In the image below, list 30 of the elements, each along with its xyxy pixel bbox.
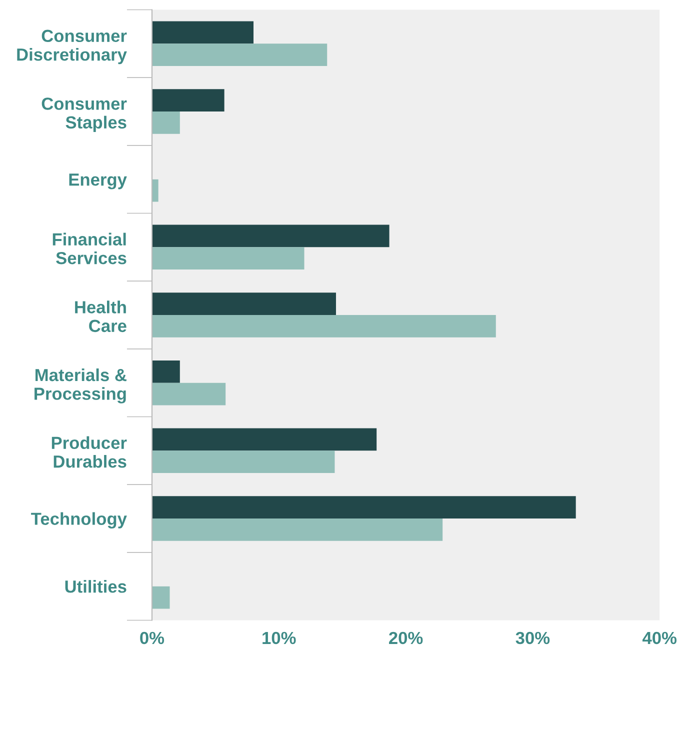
x-tick-label: 30% — [516, 632, 550, 644]
y-tick-label: Consumer Discretionary — [17, 30, 127, 64]
bar — [152, 21, 254, 44]
bar — [152, 112, 180, 134]
x-tick-label: 0% — [140, 632, 164, 644]
bar — [152, 450, 335, 474]
x-tick-label: 20% — [389, 632, 423, 644]
bar — [152, 382, 226, 406]
bar — [152, 224, 390, 248]
y-tick-label: Materials & Processing — [34, 368, 126, 404]
bar — [152, 586, 170, 609]
x-tick-label: 40% — [642, 632, 677, 644]
bar — [152, 292, 336, 315]
bar — [152, 89, 224, 112]
x-tick-label: 10% — [262, 632, 296, 644]
bar — [152, 428, 377, 451]
bar — [152, 315, 496, 338]
y-tick-label: Health Care — [75, 300, 126, 332]
bar — [152, 44, 328, 66]
bar — [152, 518, 443, 541]
bar — [152, 360, 180, 383]
y-tick-label: Energy — [69, 174, 127, 190]
y-tick-label: Technology — [31, 512, 127, 528]
bar — [152, 179, 158, 202]
y-tick-label: Utilities — [65, 580, 126, 593]
y-tick-label: Financial Services — [52, 232, 126, 264]
bar — [152, 247, 304, 270]
y-tick-label: Consumer Staples — [42, 98, 127, 132]
y-tick-label: Producer Durables — [52, 436, 127, 468]
bar — [152, 496, 576, 518]
